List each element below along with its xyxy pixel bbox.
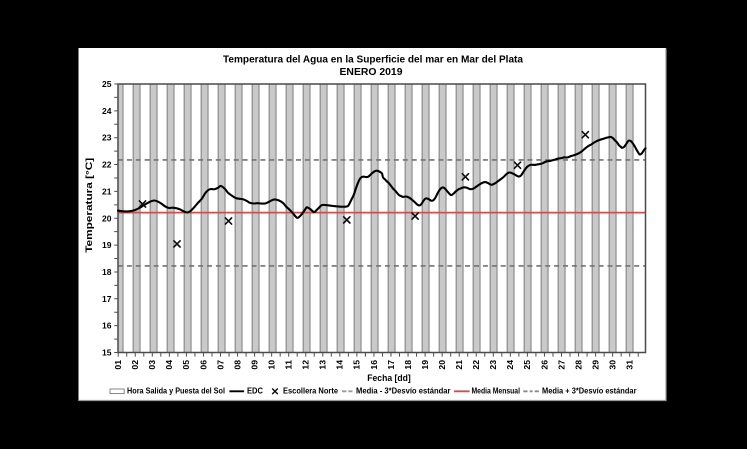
svg-text:Escollera Norte: Escollera Norte (283, 387, 339, 396)
svg-text:18: 18 (102, 267, 112, 277)
svg-text:03: 03 (148, 359, 157, 369)
svg-text:22: 22 (472, 359, 481, 369)
svg-text:17: 17 (102, 294, 112, 304)
svg-text:12: 12 (302, 359, 311, 369)
svg-text:02: 02 (131, 359, 140, 369)
svg-text:19: 19 (102, 240, 112, 250)
svg-text:01: 01 (114, 359, 123, 369)
svg-text:20: 20 (438, 359, 447, 369)
svg-text:Temperatura del Agua en la Sup: Temperatura del Agua en la Superficie de… (223, 54, 523, 65)
svg-text:21: 21 (455, 359, 464, 369)
svg-text:24: 24 (102, 106, 112, 116)
svg-text:08: 08 (233, 359, 242, 369)
svg-text:Media + 3*Desvío estándar: Media + 3*Desvío estándar (542, 387, 637, 396)
svg-text:28: 28 (574, 359, 583, 369)
svg-text:20: 20 (102, 213, 112, 223)
svg-text:16: 16 (370, 359, 379, 369)
svg-text:06: 06 (199, 359, 208, 369)
svg-text:14: 14 (336, 359, 345, 369)
svg-text:ENERO 2019: ENERO 2019 (340, 67, 403, 78)
svg-text:26: 26 (540, 359, 549, 369)
svg-text:18: 18 (404, 359, 413, 369)
svg-text:29: 29 (591, 359, 600, 369)
svg-text:25: 25 (102, 79, 112, 89)
svg-text:04: 04 (165, 359, 174, 369)
svg-text:15: 15 (102, 348, 112, 358)
svg-text:EDC: EDC (247, 387, 263, 396)
svg-text:22: 22 (102, 160, 112, 170)
svg-text:Hora Salida y Puesta del Sol: Hora Salida y Puesta del Sol (127, 387, 225, 396)
svg-text:31: 31 (626, 359, 635, 369)
svg-text:09: 09 (250, 359, 259, 369)
svg-text:25: 25 (523, 359, 532, 369)
svg-text:05: 05 (182, 359, 191, 369)
svg-text:30: 30 (608, 359, 617, 369)
svg-text:23: 23 (489, 359, 498, 369)
svg-text:Fecha [dd]: Fecha [dd] (367, 373, 411, 384)
svg-text:07: 07 (216, 359, 225, 369)
svg-text:Media - 3*Desvío estándar: Media - 3*Desvío estándar (356, 387, 451, 396)
svg-text:Media Mensual: Media Mensual (472, 387, 521, 396)
svg-text:15: 15 (353, 359, 362, 369)
svg-text:24: 24 (506, 359, 515, 369)
svg-text:Temperatura [°C]: Temperatura [°C] (84, 158, 95, 253)
svg-text:17: 17 (387, 359, 396, 369)
svg-text:10: 10 (267, 359, 276, 369)
svg-text:11: 11 (285, 359, 294, 369)
svg-text:23: 23 (102, 133, 112, 143)
svg-text:16: 16 (102, 321, 112, 331)
svg-text:19: 19 (421, 359, 430, 369)
svg-text:27: 27 (557, 359, 566, 369)
svg-text:21: 21 (102, 186, 112, 196)
svg-text:13: 13 (319, 359, 328, 369)
